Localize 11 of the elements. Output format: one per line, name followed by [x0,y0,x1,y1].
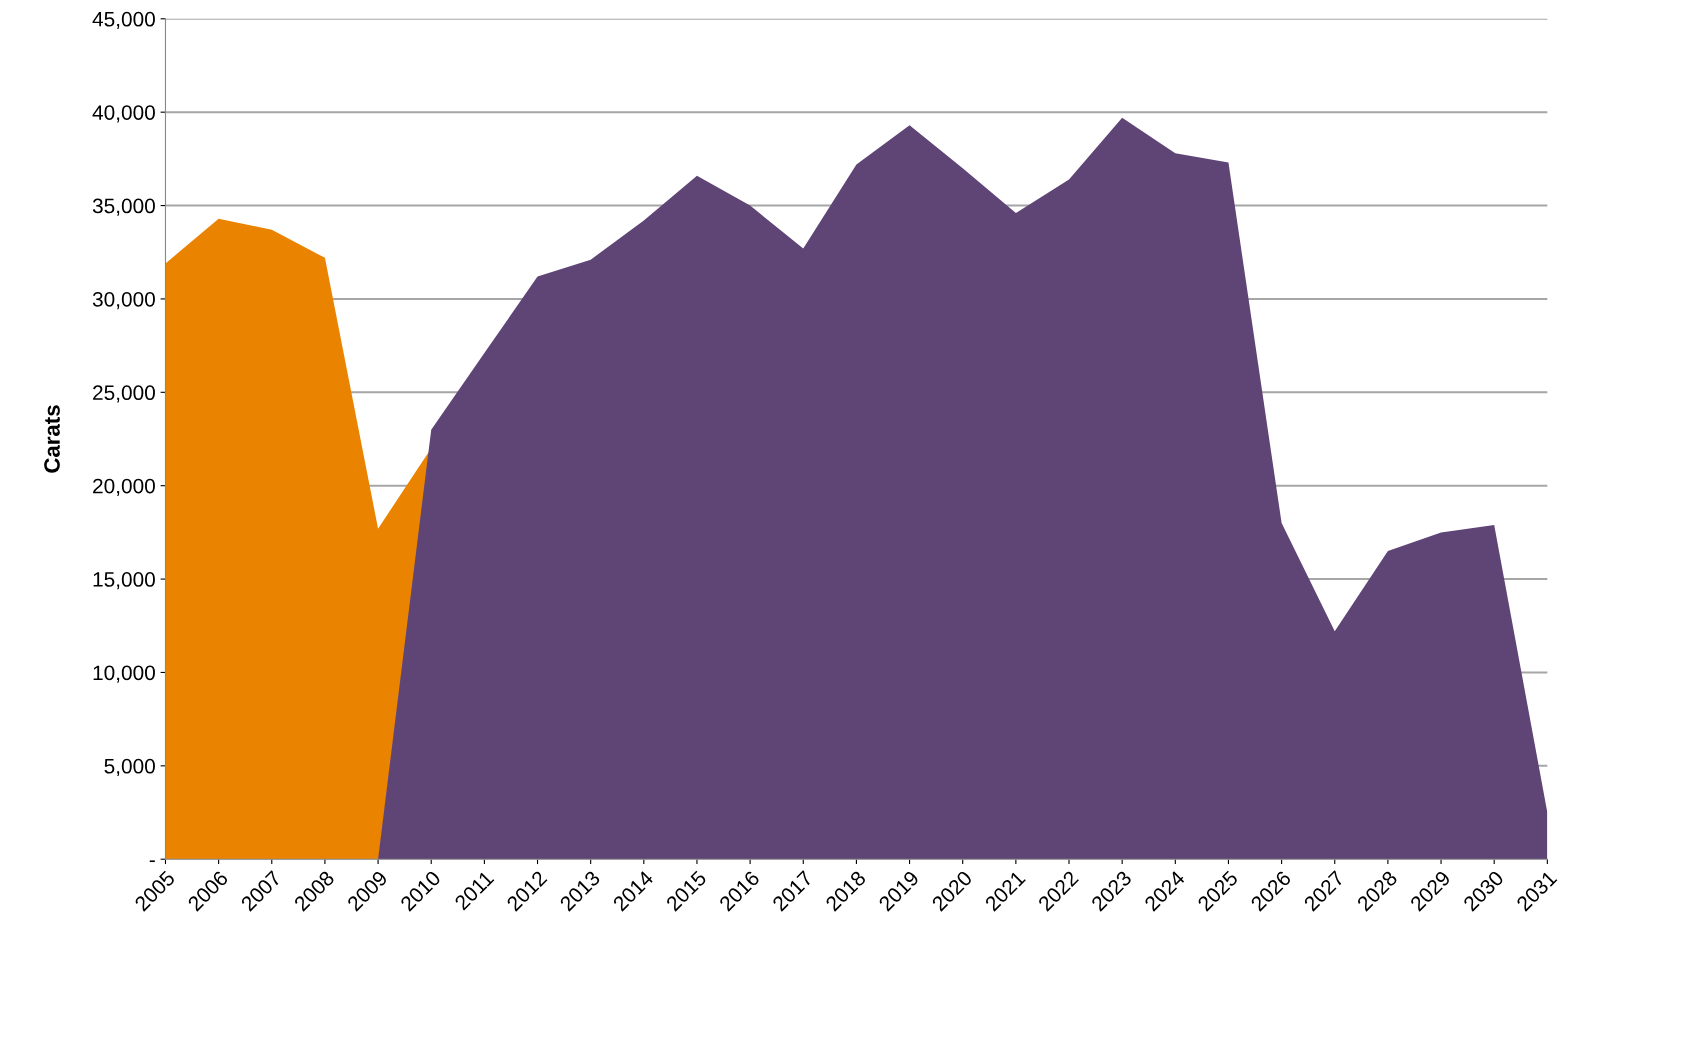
y-tick-label: 5,000 [104,758,155,777]
y-tick-label: 15,000 [93,572,155,590]
y-tick-label: 45,000 [92,11,155,30]
y-tick-label: 20,000 [93,478,155,496]
y-tick-label: 30,000 [92,291,155,310]
y-tick-label: - [149,860,155,863]
y-tick-label: 40,000 [92,105,155,123]
y-tick-label: 25,000 [93,385,155,403]
y-tick-label: 35,000 [92,198,155,216]
y-tick-label: 10,000 [93,665,155,683]
y-axis-title: Carats [44,405,60,473]
